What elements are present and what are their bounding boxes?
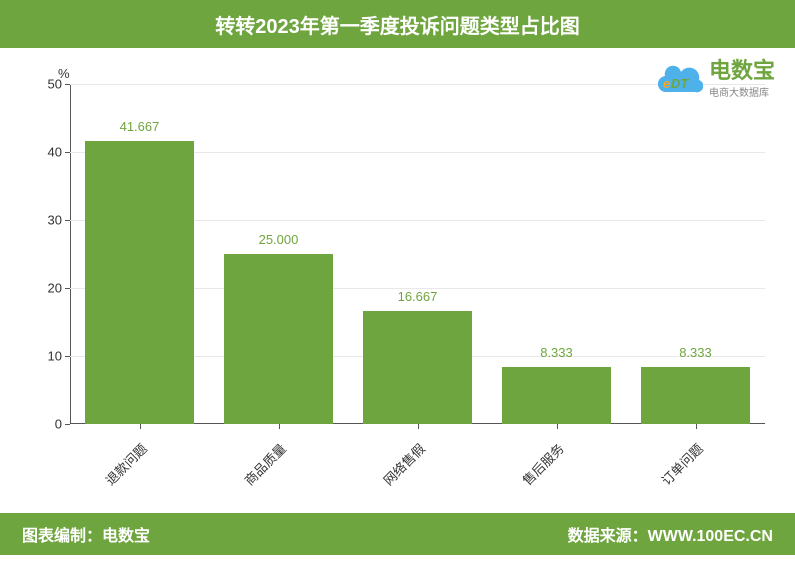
logo-sub-text: 电商大数据库 bbox=[709, 84, 775, 99]
x-tick-mark bbox=[557, 424, 558, 429]
plot-region: 41.66725.00016.6678.3338.333 退款问题商品质量网络售… bbox=[70, 84, 765, 424]
footer-left: 图表编制：电数宝 bbox=[22, 522, 150, 546]
chart-area: e DT 电数宝 电商大数据库 % 41.66725.00016.6678.33… bbox=[0, 48, 795, 513]
y-tick-label: 50 bbox=[0, 77, 62, 92]
x-tick-label: 网络售假 bbox=[371, 439, 428, 496]
logo-cloud-icon: e DT bbox=[651, 62, 703, 98]
footer-right: 数据来源：WWW.100EC.CN bbox=[568, 522, 773, 546]
y-tick-label: 0 bbox=[0, 417, 62, 432]
bar-value-label: 8.333 bbox=[502, 345, 610, 360]
logo-main-text: 电数宝 bbox=[709, 60, 775, 82]
chart-title: 转转2023年第一季度投诉问题类型占比图 bbox=[215, 10, 580, 39]
bar-value-label: 16.667 bbox=[363, 289, 471, 304]
bar: 8.333 bbox=[641, 367, 749, 424]
bar: 16.667 bbox=[363, 311, 471, 424]
x-tick-label: 退款问题 bbox=[93, 439, 150, 496]
y-tick-mark bbox=[65, 152, 70, 153]
y-tick-mark bbox=[65, 84, 70, 85]
x-tick-mark bbox=[696, 424, 697, 429]
y-tick-label: 20 bbox=[0, 281, 62, 296]
svg-text:e: e bbox=[663, 76, 670, 91]
bar-value-label: 41.667 bbox=[85, 119, 193, 134]
svg-text:DT: DT bbox=[671, 76, 689, 91]
y-tick-label: 40 bbox=[0, 145, 62, 160]
logo: e DT 电数宝 电商大数据库 bbox=[651, 60, 775, 99]
x-tick-label: 订单问题 bbox=[649, 439, 706, 496]
y-tick-label: 30 bbox=[0, 213, 62, 228]
x-tick-label: 商品质量 bbox=[232, 439, 289, 496]
footer-divider bbox=[0, 508, 795, 512]
bar: 25.000 bbox=[224, 254, 332, 424]
bar: 8.333 bbox=[502, 367, 610, 424]
y-tick-label: 10 bbox=[0, 349, 62, 364]
y-axis-line bbox=[70, 84, 71, 424]
y-tick-mark bbox=[65, 288, 70, 289]
y-tick-mark bbox=[65, 356, 70, 357]
x-tick-mark bbox=[140, 424, 141, 429]
bar: 41.667 bbox=[85, 141, 193, 424]
bar-value-label: 8.333 bbox=[641, 345, 749, 360]
logo-text: 电数宝 电商大数据库 bbox=[709, 60, 775, 99]
x-tick-label: 售后服务 bbox=[510, 439, 567, 496]
y-tick-mark bbox=[65, 424, 70, 425]
x-tick-mark bbox=[418, 424, 419, 429]
bar-value-label: 25.000 bbox=[224, 232, 332, 247]
footer-bar: 图表编制：电数宝 数据来源：WWW.100EC.CN bbox=[0, 513, 795, 555]
x-tick-mark bbox=[279, 424, 280, 429]
y-tick-mark bbox=[65, 220, 70, 221]
header-bar: 转转2023年第一季度投诉问题类型占比图 bbox=[0, 0, 795, 48]
